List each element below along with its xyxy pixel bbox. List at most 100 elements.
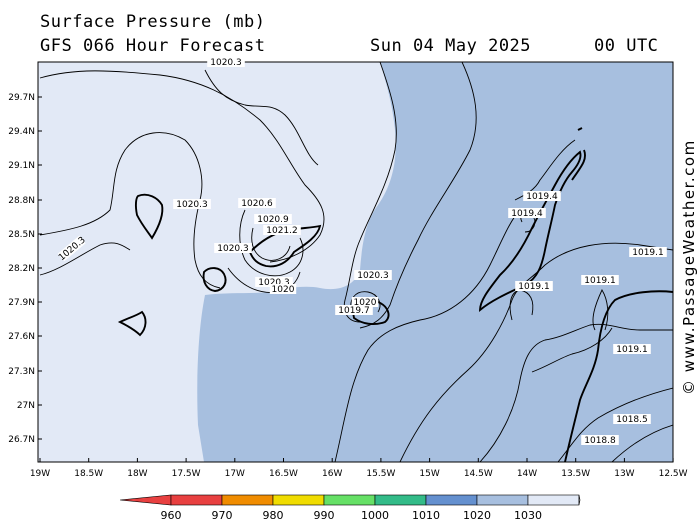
svg-text:1019.4: 1019.4 xyxy=(511,209,543,219)
svg-text:1021.2: 1021.2 xyxy=(266,226,298,236)
colorbar-segment xyxy=(527,494,580,506)
forecast-subtitle: GFS 066 Hour Forecast xyxy=(40,36,266,56)
colorbar-low-arrow xyxy=(119,494,172,506)
isobar-label: 1019.1 xyxy=(613,344,651,355)
island-la-gomera xyxy=(202,267,227,292)
lon-label: 12.5W xyxy=(659,469,688,479)
lat-label: 27.9N xyxy=(8,298,35,308)
forecast-time: 00 UTC xyxy=(594,36,659,56)
isobar-label: 1020.6 xyxy=(238,198,276,209)
svg-text:1019.1: 1019.1 xyxy=(632,248,664,258)
isobar-label: 1019.1 xyxy=(581,275,619,286)
isobar-label: 1020.3 xyxy=(354,270,392,281)
svg-text:1020.6: 1020.6 xyxy=(241,199,273,209)
isobar-label: 1019.1 xyxy=(515,281,553,292)
svg-text:1020.3: 1020.3 xyxy=(357,271,389,281)
colorbar-segment xyxy=(374,494,427,506)
svg-text:1019.7: 1019.7 xyxy=(338,306,370,316)
lat-label: 27.3N xyxy=(8,367,35,377)
svg-text:1018.8: 1018.8 xyxy=(584,436,616,446)
colorbar-high-arrow xyxy=(578,494,581,506)
longitude-axis: 19W 18.5W 18W 17.5W 17W 16.5W 16W 15.5W 15W 14.5W… xyxy=(30,458,688,479)
svg-text:1020: 1020 xyxy=(354,298,377,308)
lon-label: 19W xyxy=(30,469,50,479)
isobar-label: 1019.1 xyxy=(629,247,667,258)
map-frame xyxy=(37,61,674,463)
island-fuerteventura-lanzarote xyxy=(479,150,582,313)
island-el-hierro xyxy=(117,310,147,337)
colorbar-segment xyxy=(272,494,325,506)
colorbar-segment xyxy=(170,494,223,506)
pressure-colorbar: 960 970 980 990 1000 1010 1020 1030 xyxy=(119,494,581,522)
svg-text:1019.4: 1019.4 xyxy=(526,192,558,202)
coastlines xyxy=(117,127,673,462)
isobar-label: 1020 xyxy=(269,284,297,295)
lon-label: 13.5W xyxy=(561,469,590,479)
island-lanzarote-tip xyxy=(571,149,586,181)
isobar-label: 1021.2 xyxy=(263,225,301,236)
lon-label: 18.5W xyxy=(74,469,103,479)
lat-label: 27N xyxy=(17,401,35,411)
lat-label: 28.2N xyxy=(8,264,35,274)
colorbar-segment xyxy=(476,494,529,506)
svg-text:1020.3: 1020.3 xyxy=(258,278,290,288)
band-1020-1030 xyxy=(38,62,396,462)
isobar-label: 1020.3 xyxy=(255,277,293,288)
isobar-label: 1019.7 xyxy=(335,305,373,316)
svg-text:1020.3: 1020.3 xyxy=(210,58,242,68)
svg-text:1020.9: 1020.9 xyxy=(257,215,289,225)
lat-label: 29.4N xyxy=(8,127,35,137)
lon-label: 13W xyxy=(614,469,634,479)
lon-label: 16.5W xyxy=(269,469,298,479)
colorbar-label: 980 xyxy=(263,509,284,522)
lon-label: 14.5W xyxy=(464,469,493,479)
isobar-label: 1020.9 xyxy=(254,214,292,225)
lat-label: 27.6N xyxy=(8,332,35,342)
isobar-label: 1020.3 xyxy=(207,57,245,68)
colorbar-label: 1000 xyxy=(361,509,389,522)
lon-label: 16W xyxy=(322,469,342,479)
colorbar-segment xyxy=(323,494,376,506)
colorbar-label: 1030 xyxy=(514,509,542,522)
lon-label: 14W xyxy=(517,469,537,479)
svg-text:1019.1: 1019.1 xyxy=(584,276,616,286)
forecast-date: Sun 04 May 2025 xyxy=(370,36,532,56)
colorbar-label: 1010 xyxy=(412,509,440,522)
africa-coast xyxy=(564,290,673,462)
lat-label: 28.8N xyxy=(8,196,35,206)
watermark: © www.PassageWeather.com xyxy=(680,139,698,395)
isobar-label: 1019.4 xyxy=(523,191,561,202)
colorbar-label: 970 xyxy=(212,509,233,522)
isobar-label: 1018.8 xyxy=(581,435,619,446)
colorbar-segment xyxy=(221,494,274,506)
lon-label: 15.5W xyxy=(366,469,395,479)
lon-label: 17.5W xyxy=(172,469,201,479)
isobars xyxy=(39,62,673,462)
lat-label: 26.7N xyxy=(8,435,35,445)
isobar-label: 1020.3 xyxy=(214,243,252,254)
lon-label: 17W xyxy=(225,469,245,479)
lat-label: 28.5N xyxy=(8,230,35,240)
svg-text:1020.3: 1020.3 xyxy=(217,244,249,254)
svg-text:1020: 1020 xyxy=(272,285,295,295)
svg-text:1019.1: 1019.1 xyxy=(616,345,648,355)
svg-text:1020.3: 1020.3 xyxy=(176,200,208,210)
colorbar-label: 1020 xyxy=(463,509,491,522)
svg-text:1019.1: 1019.1 xyxy=(518,282,550,292)
lat-label: 29.1N xyxy=(8,161,35,171)
islet-alegranza xyxy=(577,127,583,131)
lat-label: 29.7N xyxy=(8,93,35,103)
colorbar-segment xyxy=(425,494,478,506)
colorbar-label: 960 xyxy=(161,509,182,522)
colorbar-label: 990 xyxy=(314,509,335,522)
isobar-label: 1020.3 xyxy=(173,199,211,210)
chart-title: Surface Pressure (mb) xyxy=(40,12,266,32)
lon-label: 18W xyxy=(127,469,147,479)
island-la-palma xyxy=(134,193,164,240)
svg-text:1018.5: 1018.5 xyxy=(616,415,648,425)
isobar-label: 1019.4 xyxy=(508,208,546,219)
isobar-label: 1020 xyxy=(351,297,379,308)
map-area xyxy=(38,62,673,462)
